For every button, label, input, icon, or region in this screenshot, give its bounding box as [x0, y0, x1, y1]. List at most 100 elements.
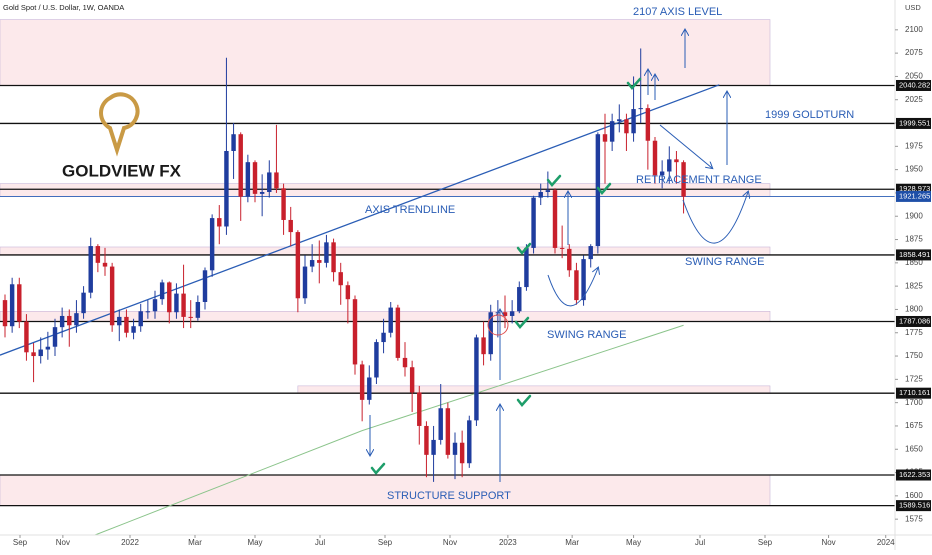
candle-body	[174, 293, 179, 313]
candle-body	[59, 315, 65, 328]
candle-body	[538, 192, 543, 198]
y-tick-label: 1675	[905, 421, 923, 430]
x-tick-label: May	[626, 538, 641, 547]
y-tick-label: 1650	[905, 444, 923, 453]
candle-body	[338, 272, 343, 286]
currency-label: USD	[905, 3, 921, 12]
annotation: STRUCTURE SUPPORT	[387, 490, 511, 502]
zone	[0, 19, 771, 86]
y-tick-label: 1775	[905, 328, 923, 337]
x-tick-label: May	[247, 538, 262, 547]
circle-marker	[487, 314, 509, 336]
check	[546, 174, 562, 187]
level-label-box	[896, 500, 931, 512]
candle-body	[281, 188, 286, 220]
annotation: 1999 GOLDTURN	[765, 109, 854, 121]
candle-body	[517, 287, 522, 312]
candle-body	[74, 313, 79, 326]
level-label: 1999.551	[899, 118, 930, 127]
candle-body	[417, 392, 422, 426]
candle-body	[609, 121, 615, 142]
annotation: SWING RANGE	[547, 329, 626, 341]
candle-body	[524, 247, 529, 288]
x-tick-label: Jul	[695, 538, 705, 547]
candle-body	[474, 337, 479, 421]
y-tick-label: 1975	[905, 141, 923, 150]
candle-body	[95, 246, 101, 263]
y-tick-label: 1575	[905, 514, 923, 523]
candle-body	[317, 260, 322, 263]
candle-body	[188, 316, 193, 318]
candle-body	[324, 242, 329, 263]
candle-body	[509, 311, 515, 316]
check	[626, 77, 642, 90]
x-tick-label: Mar	[565, 538, 579, 547]
logo: GOLDVIEW FX	[62, 92, 182, 180]
candle-body	[495, 312, 501, 314]
level-label-box	[896, 183, 931, 195]
level-label: 1710.161	[899, 388, 930, 397]
check	[514, 316, 530, 329]
zone	[0, 246, 771, 256]
y-tick-label: 2100	[905, 25, 923, 34]
candle-body	[202, 270, 208, 302]
x-tick-label: 2024	[877, 538, 895, 547]
x-tick-label: 2022	[121, 538, 139, 547]
candle-body	[209, 218, 215, 271]
candle-body	[588, 246, 593, 260]
candle-body	[552, 190, 558, 248]
candle-body	[359, 364, 365, 400]
candle-body	[17, 284, 22, 322]
candle-body	[667, 159, 672, 172]
candle-body	[488, 312, 493, 355]
candle-body	[345, 285, 351, 300]
candle-body	[638, 108, 643, 110]
arrows	[370, 30, 748, 482]
lines	[0, 84, 720, 536]
candle-body	[195, 301, 201, 318]
candle-body	[438, 408, 443, 440]
candle-body	[52, 327, 58, 347]
candle-body	[231, 134, 236, 151]
annotation: SWING RANGE	[685, 256, 764, 268]
level-label: 1928.973	[899, 184, 930, 193]
level-label: 2040.282	[899, 80, 930, 89]
x-tick-label: Nov	[56, 538, 70, 547]
candle-body	[181, 293, 186, 317]
y-tick-label: 1950	[905, 165, 923, 174]
candle-body	[88, 246, 93, 293]
moving-average	[94, 324, 684, 536]
candle-body	[131, 326, 136, 333]
candle-body	[459, 442, 465, 464]
level-label-box	[896, 387, 931, 399]
level-label-box	[896, 117, 931, 129]
candle-body	[124, 316, 129, 333]
candle-body	[309, 260, 315, 267]
y-tick-label: 1875	[905, 235, 923, 244]
candle-body	[102, 262, 108, 267]
candle-body	[352, 299, 358, 365]
x-tick-label: Mar	[188, 538, 202, 547]
candle-body	[252, 162, 258, 194]
candle-body	[502, 312, 508, 316]
x-tick-label: Sep	[378, 538, 393, 547]
candle-body	[2, 300, 8, 327]
candle-body	[381, 332, 386, 343]
check	[596, 182, 612, 195]
zone	[0, 311, 771, 322]
candle-body	[374, 342, 379, 378]
candle-body	[624, 119, 629, 134]
candle-body	[81, 292, 86, 314]
candle-body	[481, 337, 486, 355]
x-tick-label: Nov	[821, 538, 835, 547]
candle-body	[595, 134, 601, 247]
candle-body	[652, 140, 658, 176]
y-tick-label: 1750	[905, 351, 923, 360]
candle-body	[617, 119, 622, 122]
candle-body	[159, 282, 165, 300]
arrow	[659, 124, 712, 168]
x-tick-label: Nov	[443, 538, 457, 547]
y-tick-label: 1600	[905, 491, 923, 500]
candle-body	[145, 311, 151, 313]
